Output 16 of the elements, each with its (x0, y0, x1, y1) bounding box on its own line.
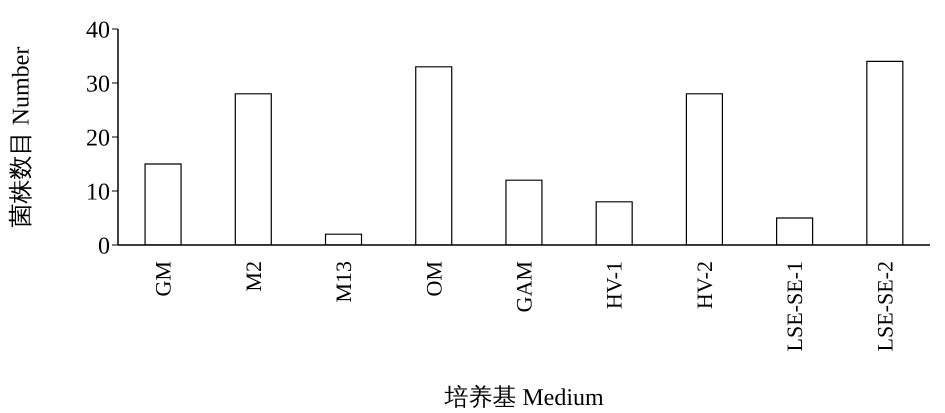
x-tick-label: M13 (331, 261, 356, 303)
x-tick-label: GAM (512, 261, 536, 312)
x-tick-label: M2 (240, 261, 266, 292)
y-tick-label: 30 (86, 72, 110, 98)
y-tick-label: 20 (86, 126, 110, 152)
x-tick-label: HV-2 (692, 261, 717, 310)
x-tick-label: HV-1 (602, 261, 627, 310)
x-tick-label: OM (421, 261, 446, 296)
x-tick-label: GM (150, 261, 176, 296)
x-axis-title: 培养基 Medium (443, 384, 604, 411)
y-tick-label: 10 (86, 180, 110, 206)
x-tick-label: LSE-SE-1 (782, 261, 808, 352)
y-tick-label: 0 (98, 234, 110, 260)
x-tick-label: LSE-SE-2 (872, 261, 898, 352)
y-axis-title: 菌株数目 Number (8, 46, 35, 228)
y-tick-label: 40 (86, 18, 110, 44)
